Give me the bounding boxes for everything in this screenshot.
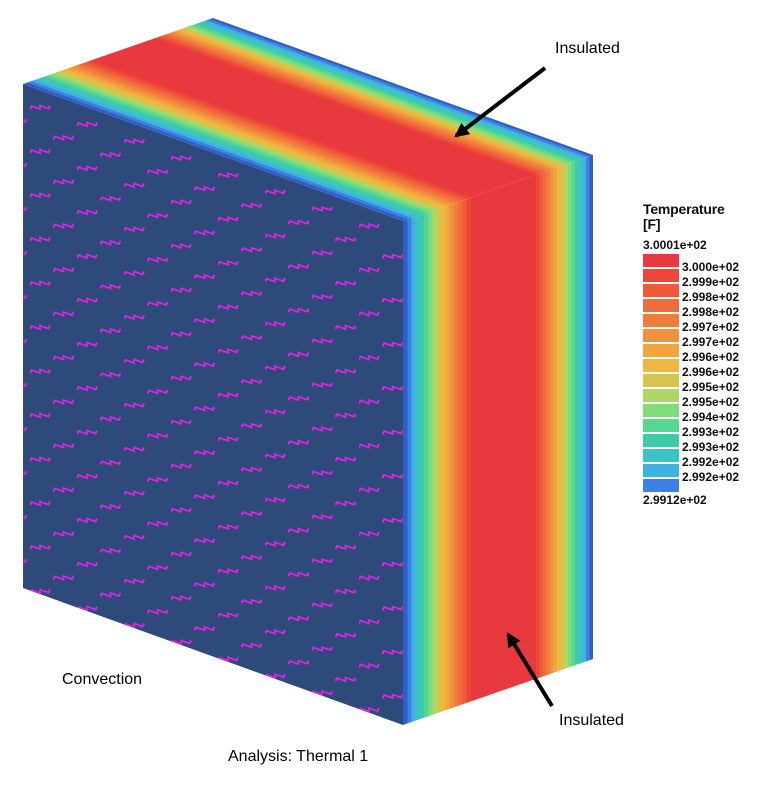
insulated-top-arrow [454, 66, 547, 138]
legend-unit: [F] [643, 216, 661, 232]
legend-swatch [643, 434, 679, 447]
insulated-top-label: Insulated [555, 40, 620, 57]
legend-swatch [643, 374, 679, 387]
legend-title: Temperature [643, 201, 725, 217]
legend-swatch [643, 254, 679, 267]
legend-swatch [643, 269, 679, 282]
legend-boundary-label: 3.000e+02 [682, 260, 740, 274]
legend-swatch [643, 299, 679, 312]
legend-swatch [643, 404, 679, 417]
legend-boundary-label: 2.993e+02 [682, 440, 740, 454]
legend-swatch [643, 479, 679, 492]
legend-boundary-label: 2.996e+02 [682, 350, 740, 364]
legend-boundary-label: 2.999e+02 [682, 275, 740, 289]
legend-boundary-label: 2.998e+02 [682, 290, 740, 304]
legend-boundary-label: 2.997e+02 [682, 335, 740, 349]
legend-boundary-label: 2.994e+02 [682, 410, 740, 424]
insulated-bottom-arrow [506, 632, 554, 708]
legend-boundary-label: 2.996e+02 [682, 365, 740, 379]
legend-min-value: 2.9912e+02 [643, 493, 707, 507]
convection-label: Convection [62, 671, 143, 688]
legend-boundary-label: 2.998e+02 [682, 305, 740, 319]
legend-boundary-label: 2.995e+02 [682, 395, 740, 409]
legend-boundary-label: 2.993e+02 [682, 425, 740, 439]
insulated-bottom-label: Insulated [559, 712, 624, 729]
cube-front-face-convection-symbols [23, 84, 403, 725]
legend-swatch [643, 314, 679, 327]
legend-boundary-label: 2.992e+02 [682, 455, 740, 469]
legend-max-value: 3.0001e+02 [643, 238, 707, 252]
legend-swatch [643, 419, 679, 432]
legend-boundary-label: 2.992e+02 [682, 470, 740, 484]
cube-top-face-insulated [23, 18, 593, 221]
analysis-caption: Analysis: Thermal 1 [228, 748, 369, 765]
legend-swatch [643, 389, 679, 402]
legend-boundary-label: 2.997e+02 [682, 320, 740, 334]
legend-color-scale: 3.000e+02 2.999e+02 2.998e+02 2.998e+02 2.99… [643, 254, 770, 492]
legend-swatch [643, 359, 679, 372]
legend-swatch [643, 344, 679, 357]
legend-swatch [643, 284, 679, 297]
temperature-legend: Temperature [F] 3.0001e+02 3.000e+02 2.99… [643, 202, 770, 506]
legend-swatch [643, 449, 679, 462]
legend-swatch [643, 329, 679, 342]
legend-swatch [643, 464, 679, 477]
cube-right-face-insulated [403, 155, 593, 725]
legend-boundary-label: 2.995e+02 [682, 380, 740, 394]
